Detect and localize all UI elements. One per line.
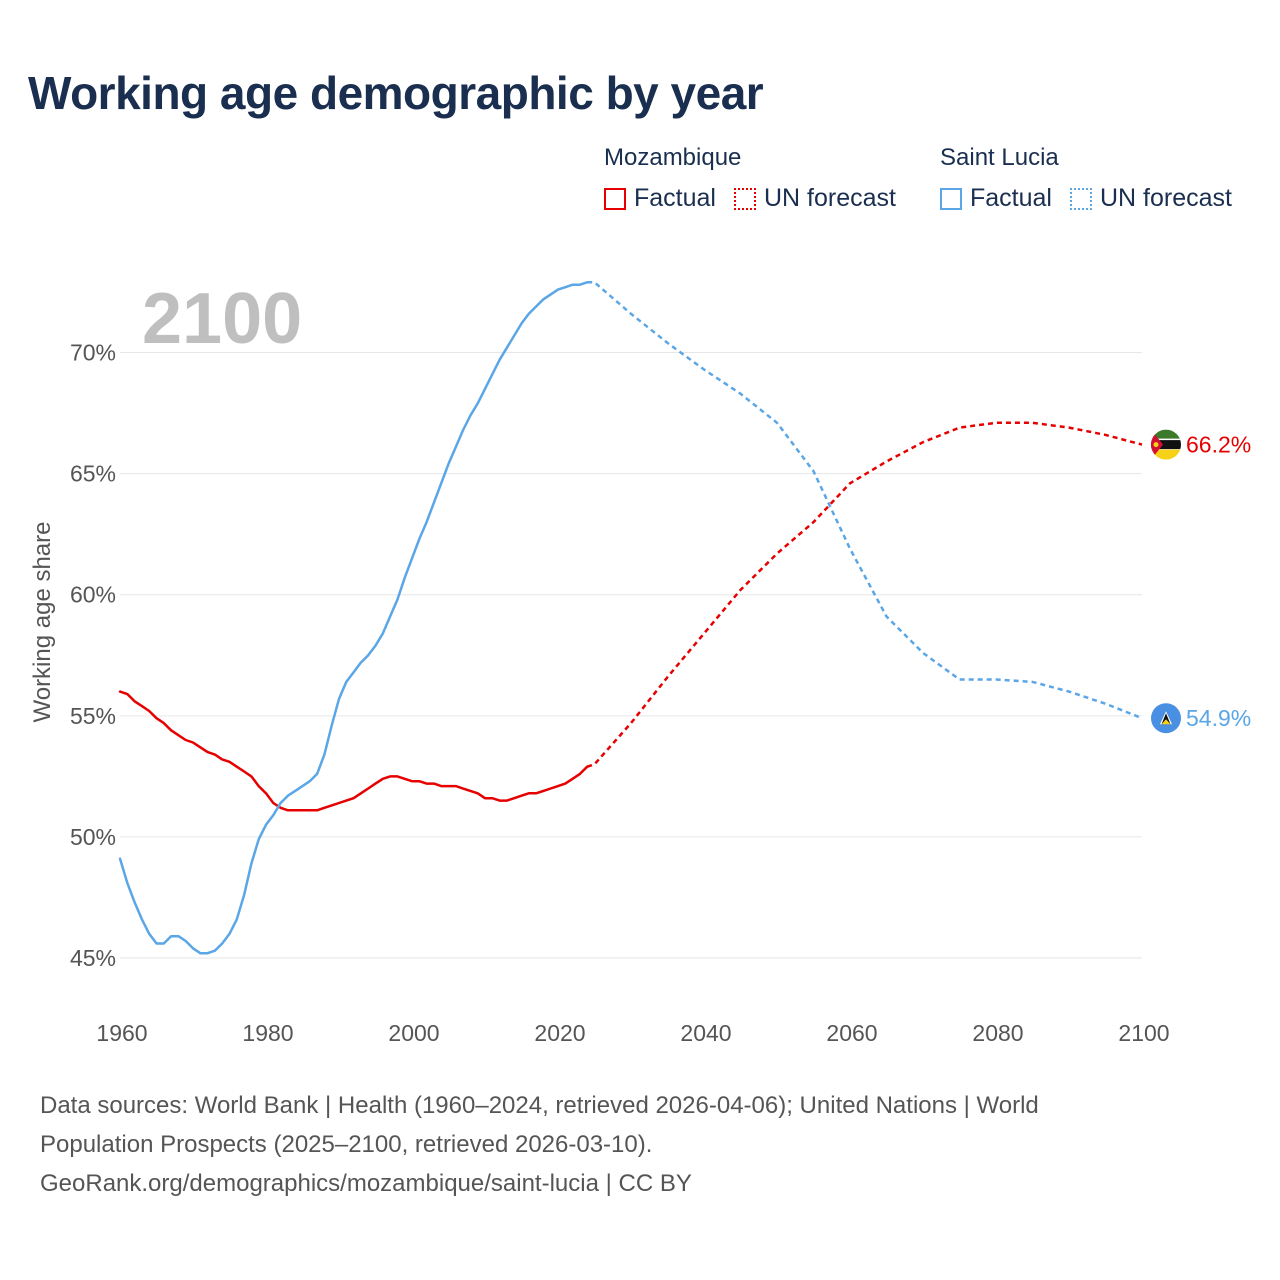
- footer-line: Population Prospects (2025–2100, retriev…: [40, 1131, 653, 1158]
- saint-lucia-factual-line: [118, 281, 589, 955]
- footer-sources: Data sources: World Bank | Health (1960–…: [40, 1086, 1240, 1203]
- legend-swatch-dotted: [733, 187, 756, 210]
- legend-swatch-solid: [604, 187, 626, 210]
- y-tick-label: 60%: [70, 582, 116, 608]
- x-axis-ticks: 1960 1980 2000 2020 2040 2060 2080 2100: [96, 1020, 1169, 1046]
- x-tick-label: 1960: [96, 1020, 147, 1046]
- chart-title: Working age demographic by year: [28, 67, 764, 119]
- y-axis-ticks: 45% 50% 55% 60% 65% 70%: [70, 340, 116, 971]
- legend-item-mozambique-forecast[interactable]: UN forecast: [733, 184, 896, 213]
- x-tick-label: 2040: [680, 1020, 731, 1046]
- x-tick-label: 2000: [388, 1020, 439, 1046]
- mozambique-forecast-line: [586, 421, 1143, 768]
- legend-item-mozambique-factual[interactable]: Factual: [604, 184, 716, 213]
- mozambique-factual-line: [118, 690, 589, 812]
- series-endpoints: 66.2% 54.9%: [1186, 432, 1251, 732]
- y-tick-label: 55%: [70, 703, 116, 729]
- y-tick-label: 65%: [70, 461, 116, 487]
- legend-group-mozambique: Mozambique Factual UN forecast: [604, 144, 896, 213]
- legend-label: Factual: [634, 184, 716, 212]
- footer-line: GeoRank.org/demographics/mozambique/sain…: [40, 1170, 692, 1197]
- legend-label: Factual: [970, 184, 1052, 212]
- legend-group-saint-lucia: Saint Lucia Factual UN forecast: [940, 144, 1232, 213]
- y-tick-label: 45%: [70, 945, 116, 971]
- legend-item-saint-lucia-factual[interactable]: Factual: [940, 184, 1052, 213]
- series-lines: [118, 281, 1143, 955]
- mozambique-flag-icon[interactable]: [1151, 429, 1181, 460]
- year-watermark: 2100: [142, 279, 302, 359]
- legend-label: UN forecast: [1099, 184, 1232, 212]
- legend-swatch-solid: [940, 187, 962, 210]
- x-tick-label: 2020: [534, 1020, 585, 1046]
- footer-line: Data sources: World Bank | Health (1960–…: [40, 1092, 1039, 1119]
- x-tick-label: 2080: [972, 1020, 1023, 1046]
- y-tick-label: 70%: [70, 340, 116, 366]
- y-axis-title: Working age share: [29, 522, 56, 723]
- saint-lucia-end-label: 54.9%: [1186, 705, 1251, 731]
- mozambique-end-label: 66.2%: [1186, 432, 1251, 458]
- x-tick-label: 1980: [242, 1020, 293, 1046]
- legend-group-name: Mozambique: [604, 144, 742, 171]
- legend-label: UN forecast: [763, 184, 896, 212]
- saint-lucia-flag-icon[interactable]: [1151, 703, 1181, 734]
- x-tick-label: 2060: [826, 1020, 877, 1046]
- y-tick-label: 50%: [70, 824, 116, 850]
- gridlines: [120, 352, 1142, 959]
- x-tick-label: 2100: [1118, 1020, 1169, 1046]
- legend-group-name: Saint Lucia: [940, 144, 1059, 171]
- legend-swatch-dotted: [1069, 187, 1092, 210]
- legend-item-saint-lucia-forecast[interactable]: UN forecast: [1069, 184, 1232, 213]
- saint-lucia-forecast-line: [587, 281, 1143, 720]
